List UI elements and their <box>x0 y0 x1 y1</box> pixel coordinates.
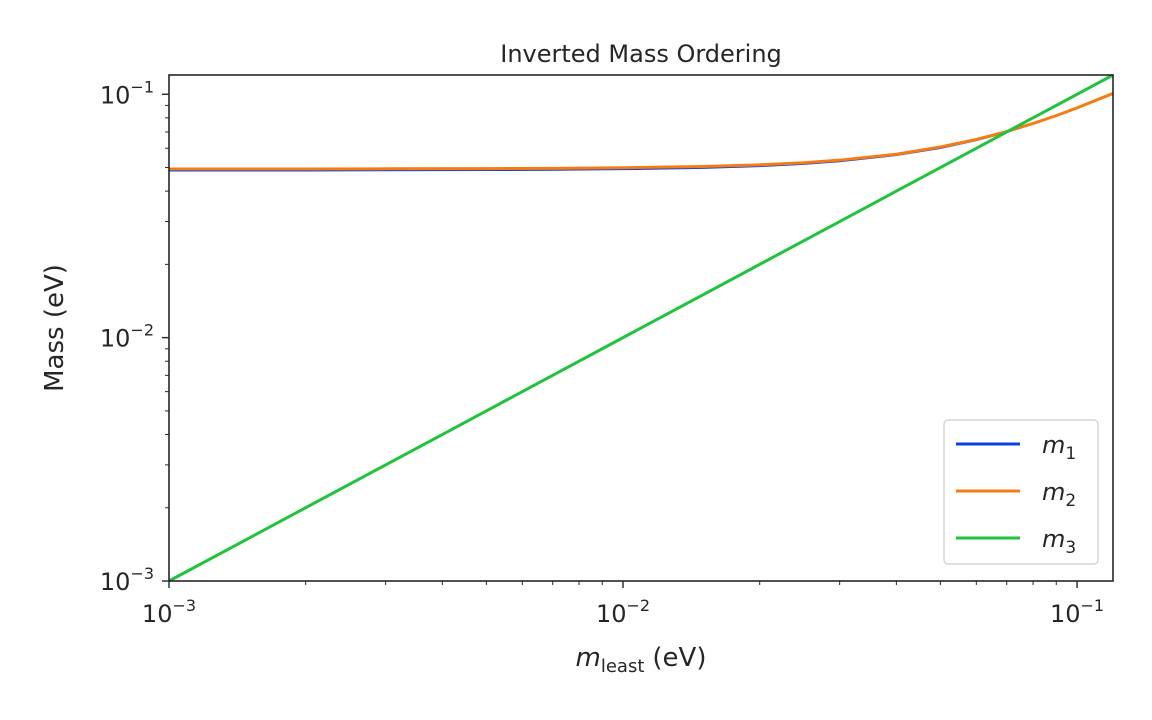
plot-lines <box>168 73 1114 583</box>
x-tick-label-base: 10 <box>596 600 627 628</box>
y-tick-label-base: 10 <box>100 325 131 353</box>
legend-label-m1: m1 <box>1042 431 1076 464</box>
y-tick-label-base: 10 <box>100 568 131 596</box>
x-tick-label: 10−1 <box>1050 596 1104 628</box>
x-axis-label-subscript: least <box>601 656 645 677</box>
series-line-m2 <box>169 92 1114 171</box>
legend-label-subscript: 1 <box>1065 444 1076 464</box>
x-tick-label-exponent: −3 <box>172 596 196 615</box>
x-axis-label-unit: (eV) <box>652 643 706 673</box>
y-axis-label: Mass (eV) <box>40 264 70 392</box>
legend-label-m2: m2 <box>1042 478 1076 511</box>
y-tick-label: 10−3 <box>100 564 154 596</box>
legend-label-m3: m3 <box>1042 525 1076 558</box>
legend-label-symbol: m <box>1042 431 1065 459</box>
y-tick-label: 10−2 <box>100 321 154 353</box>
legend-label-symbol: m <box>1042 478 1065 506</box>
y-tick-label: 10−1 <box>100 77 154 109</box>
legend-box <box>943 419 1099 565</box>
series-line-m1 <box>169 93 1114 172</box>
x-tick-label: 10−3 <box>142 596 196 628</box>
x-tick-label-base: 10 <box>142 600 173 628</box>
series-line-m3 <box>168 73 1114 583</box>
x-tick-label-exponent: −2 <box>627 596 651 615</box>
x-tick-label-exponent: −1 <box>1081 596 1105 615</box>
chart-title: Inverted Mass Ordering <box>500 40 782 68</box>
x-tick-label-base: 10 <box>1050 600 1081 628</box>
y-tick-label-base: 10 <box>100 81 131 109</box>
x-axis-label: mleast (eV) <box>576 643 707 677</box>
y-tick-label-exponent: −2 <box>130 321 154 340</box>
legend-label-subscript: 2 <box>1065 491 1076 511</box>
y-tick-label-exponent: −1 <box>130 77 154 96</box>
x-axis-label-symbol: m <box>576 643 601 673</box>
y-tick-label-exponent: −3 <box>130 564 154 583</box>
plot-frame <box>168 74 1114 582</box>
legend-label-subscript: 3 <box>1065 538 1076 558</box>
legend-label-symbol: m <box>1042 525 1065 553</box>
x-tick-label: 10−2 <box>596 596 650 628</box>
